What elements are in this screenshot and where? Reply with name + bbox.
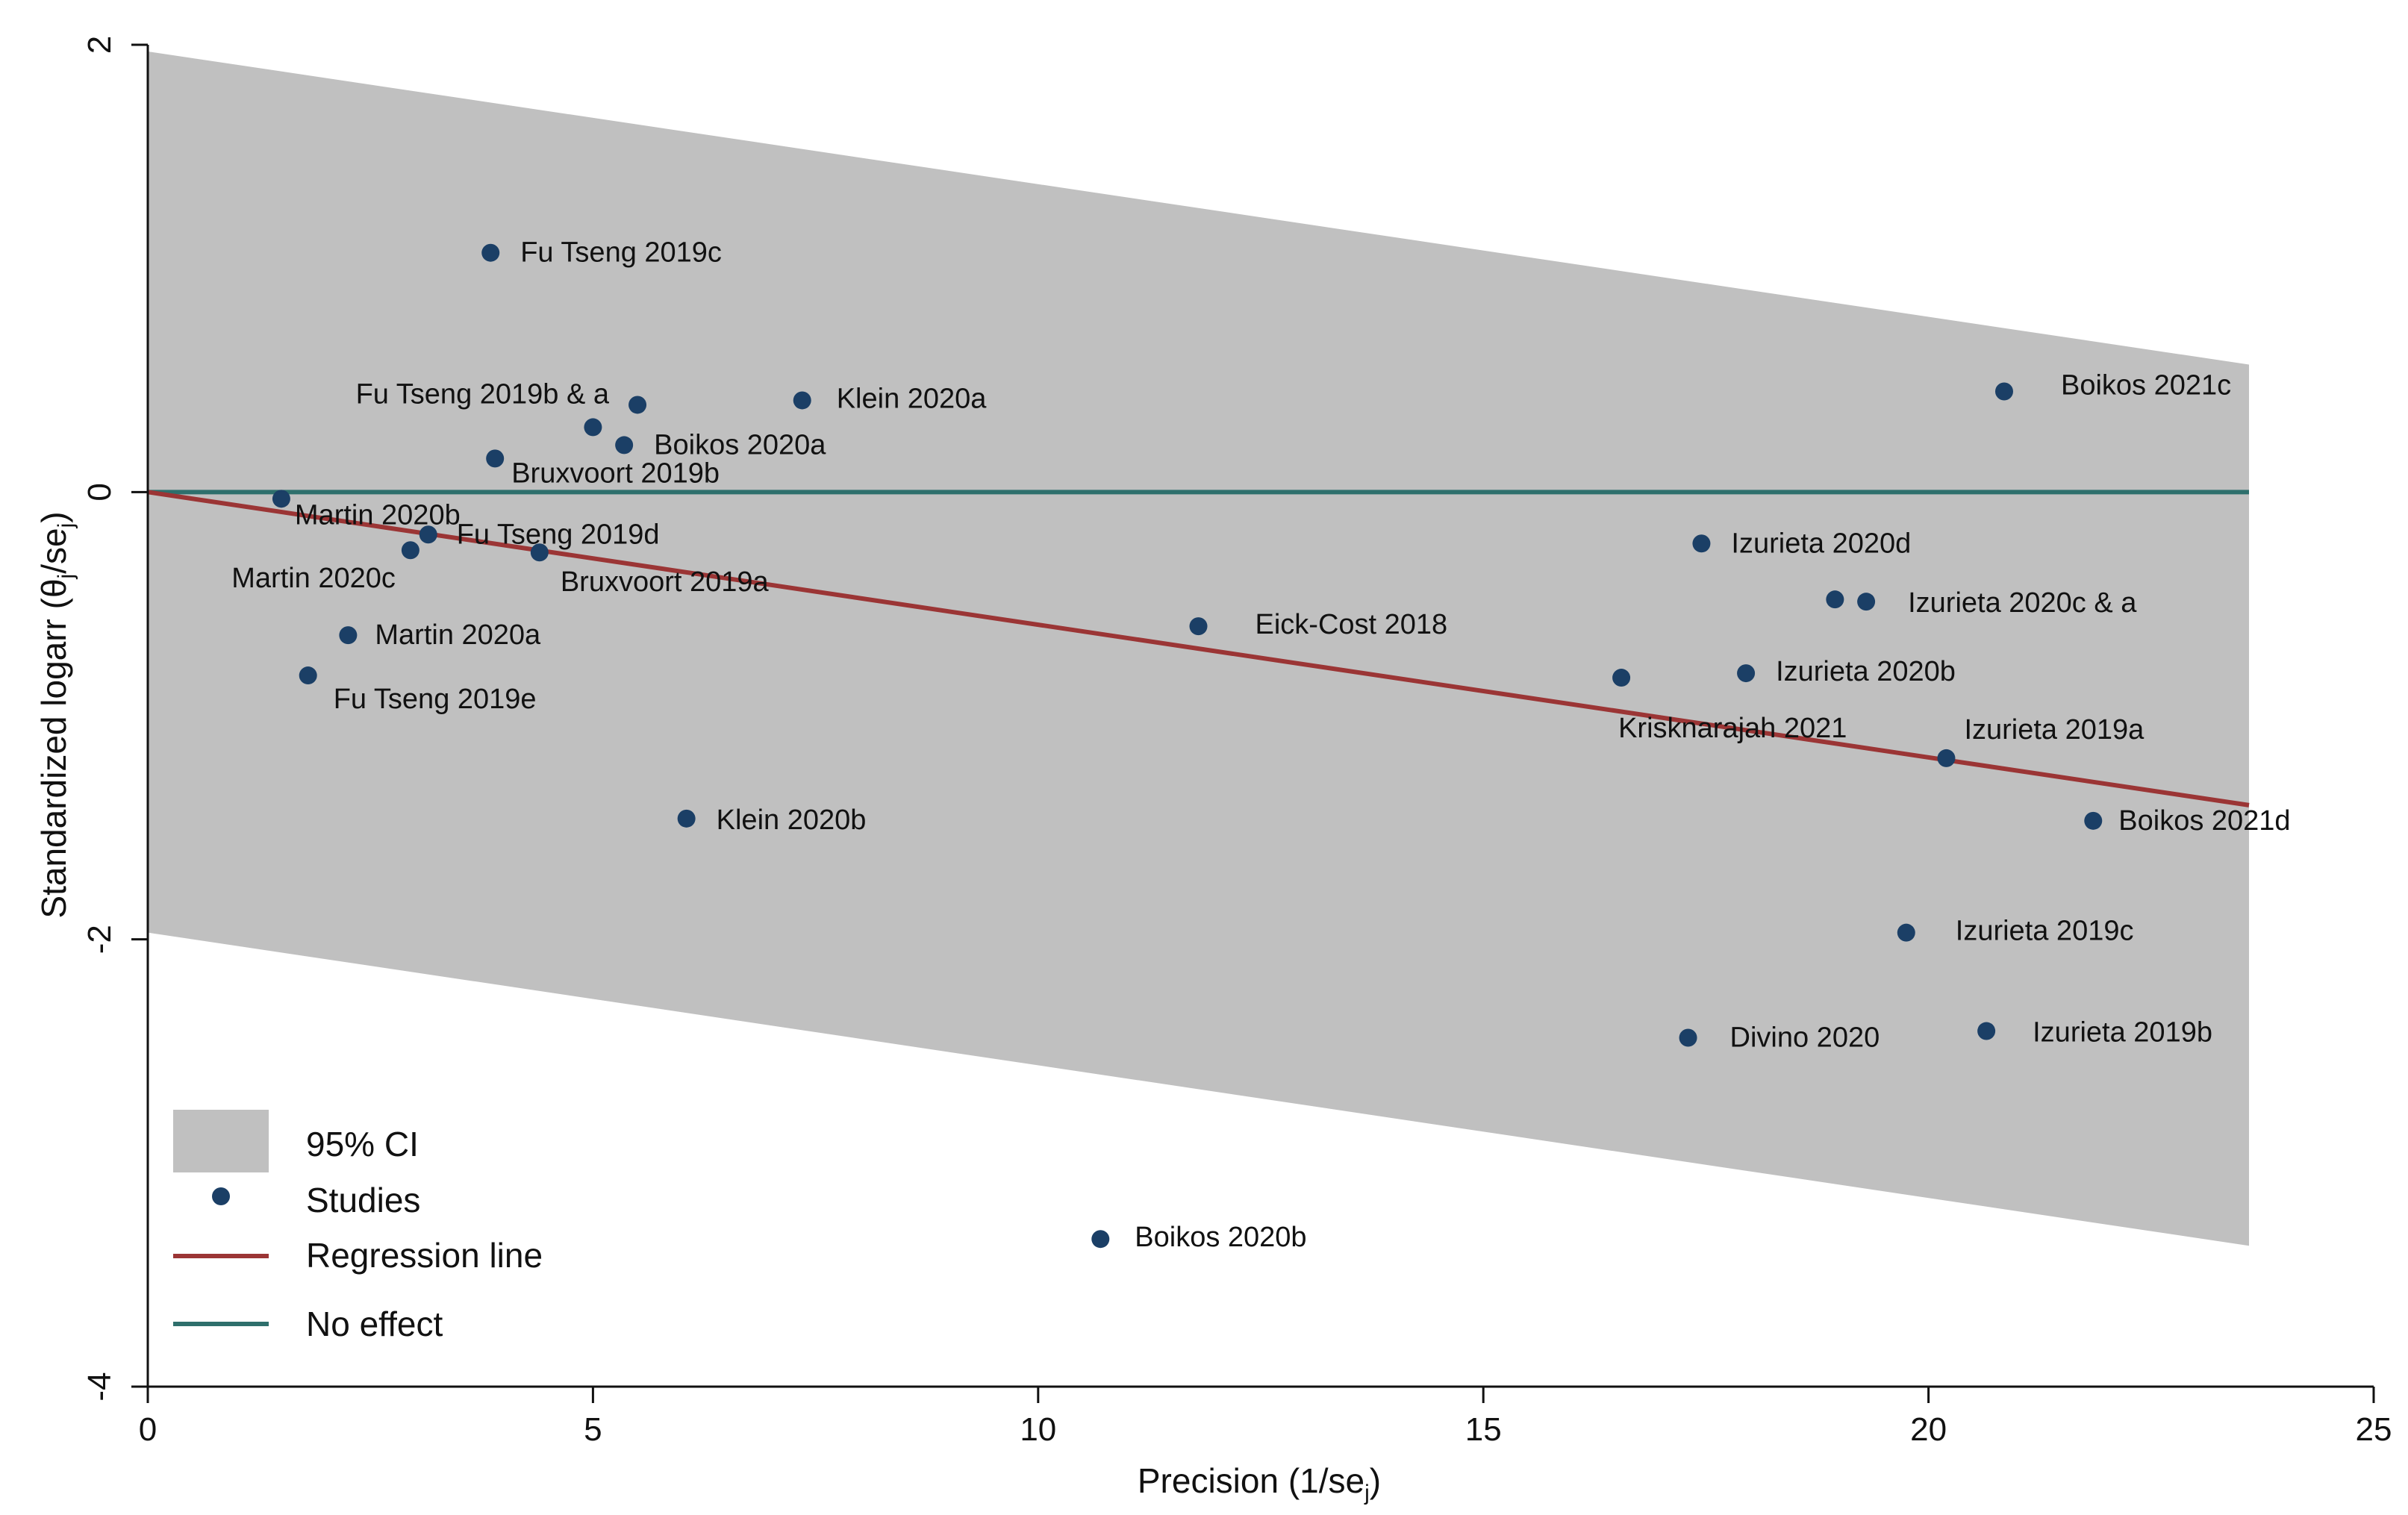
legend-label-noeffect: No effect: [306, 1305, 443, 1343]
study-point: [1737, 664, 1756, 683]
study-point: [793, 391, 811, 410]
study-point: [628, 396, 647, 414]
study-point-label: Fu Tseng 2019e: [334, 684, 537, 715]
study-point-label: Izurieta 2019a: [1964, 714, 2145, 746]
legend: 95% CI Studies Regression line No effect: [173, 1110, 543, 1343]
study-point-label: Izurieta 2020c & a: [1908, 587, 2137, 619]
study-point: [1897, 923, 1915, 942]
study-point: [1679, 1028, 1697, 1047]
y-tick-label: -2: [81, 925, 118, 954]
study-point-label: Klein 2020a: [837, 383, 988, 414]
study-point-label: Eick-Cost 2018: [1256, 609, 1448, 640]
x-axis-title-sub: j: [1364, 1481, 1370, 1505]
study-point-label: Martin 2020c: [231, 563, 396, 594]
study-point: [299, 666, 317, 685]
study-point-label: Bruxvoort 2019a: [561, 566, 770, 598]
study-point: [339, 626, 358, 645]
study-point: [419, 525, 437, 544]
study-point: [2084, 811, 2103, 830]
study-point: [1857, 593, 1876, 611]
study-point-label: Izurieta 2020b: [1776, 656, 1956, 687]
study-point-label: Izurieta 2019c: [1956, 916, 2134, 947]
y-axis-title-mid: /se: [34, 528, 73, 573]
study-point-label: Martin 2020b: [295, 499, 461, 531]
y-tick-label: 0: [81, 483, 118, 501]
study-point-label: Martin 2020a: [375, 619, 541, 651]
study-point: [1826, 590, 1844, 609]
study-point-label: Klein 2020b: [717, 805, 867, 836]
y-axis-title-main: Standardized logarr (θ: [34, 578, 73, 918]
study-point-label: Izurieta 2020d: [1731, 528, 1911, 559]
legend-study-marker: [212, 1187, 230, 1205]
study-point-label: Boikos 2021d: [2118, 805, 2290, 837]
study-point: [615, 436, 634, 454]
study-point-label: Boikos 2020a: [654, 429, 826, 460]
study-point-label: Fu Tseng 2019d: [457, 519, 660, 550]
legend-label-ci: 95% CI: [306, 1125, 419, 1163]
y-tick-label: 2: [81, 36, 118, 54]
legend-label-regression: Regression line: [306, 1236, 543, 1275]
study-point: [1189, 617, 1208, 636]
study-point: [1692, 534, 1711, 553]
axes: 0 5 10 15 20 25 -4-202 Precision (1/sej) Stan…: [34, 36, 2392, 1505]
y-tick-label: -4: [81, 1372, 118, 1401]
study-point-label: Fu Tseng 2019b & a: [356, 378, 610, 410]
study-point: [481, 243, 500, 262]
study-point: [584, 418, 602, 437]
study-point: [401, 541, 419, 560]
study-point-label: Izurieta 2019b: [2033, 1017, 2212, 1049]
points-layer: Fu Tseng 2019c Fu Tseng 2019b & a Boikos 2…: [231, 237, 2290, 1254]
study-point-label: Boikos 2021c: [2061, 369, 2231, 401]
x-tick-label: 20: [1910, 1411, 1947, 1448]
study-point: [1994, 382, 2013, 401]
y-axis-title-close: ): [34, 511, 73, 522]
x-tick-label: 0: [139, 1411, 157, 1448]
y-axis-title-sub2: j: [54, 523, 78, 529]
study-point-label: Fu Tseng 2019c: [520, 237, 722, 269]
x-tick-label: 10: [1020, 1411, 1056, 1448]
x-ticks: 0 5 10 15 20 25: [139, 1387, 2392, 1448]
plot-area: Fu Tseng 2019c Fu Tseng 2019b & a Boikos 2…: [147, 51, 2291, 1254]
regression-line: [147, 490, 2250, 808]
x-axis-title: Precision (1/sej): [1138, 1461, 1381, 1505]
study-point: [1091, 1230, 1110, 1249]
legend-label-studies: Studies: [306, 1181, 420, 1219]
x-tick-label: 15: [1465, 1411, 1502, 1448]
x-axis-title-close: ): [1370, 1461, 1381, 1500]
y-ticks: -4 -2 0 2: [81, 36, 148, 1402]
y-axis-title-sub1: j: [54, 574, 78, 580]
study-point-label: Bruxvoort 2019b: [511, 457, 720, 489]
legend-ci-swatch: [173, 1110, 269, 1172]
study-point: [530, 543, 549, 562]
study-point-label: Krisknarajah 2021: [1618, 713, 1847, 744]
study-point: [272, 490, 290, 508]
study-point: [1612, 669, 1631, 687]
study-point-label: Boikos 2020b: [1135, 1222, 1306, 1253]
x-axis-title-main: Precision (1/se: [1138, 1461, 1364, 1500]
x-tick-label: 25: [2356, 1411, 2392, 1448]
study-point: [486, 449, 505, 468]
study-point: [1937, 749, 1956, 767]
x-tick-label: 5: [584, 1411, 602, 1448]
study-point-label: Divino 2020: [1730, 1022, 1880, 1054]
study-point: [677, 809, 696, 828]
y-axis-title: Standardized logarr (θj/sej): [34, 511, 78, 918]
study-point: [1977, 1022, 1996, 1040]
